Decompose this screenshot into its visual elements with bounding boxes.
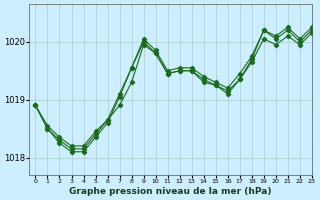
X-axis label: Graphe pression niveau de la mer (hPa): Graphe pression niveau de la mer (hPa) — [69, 187, 272, 196]
